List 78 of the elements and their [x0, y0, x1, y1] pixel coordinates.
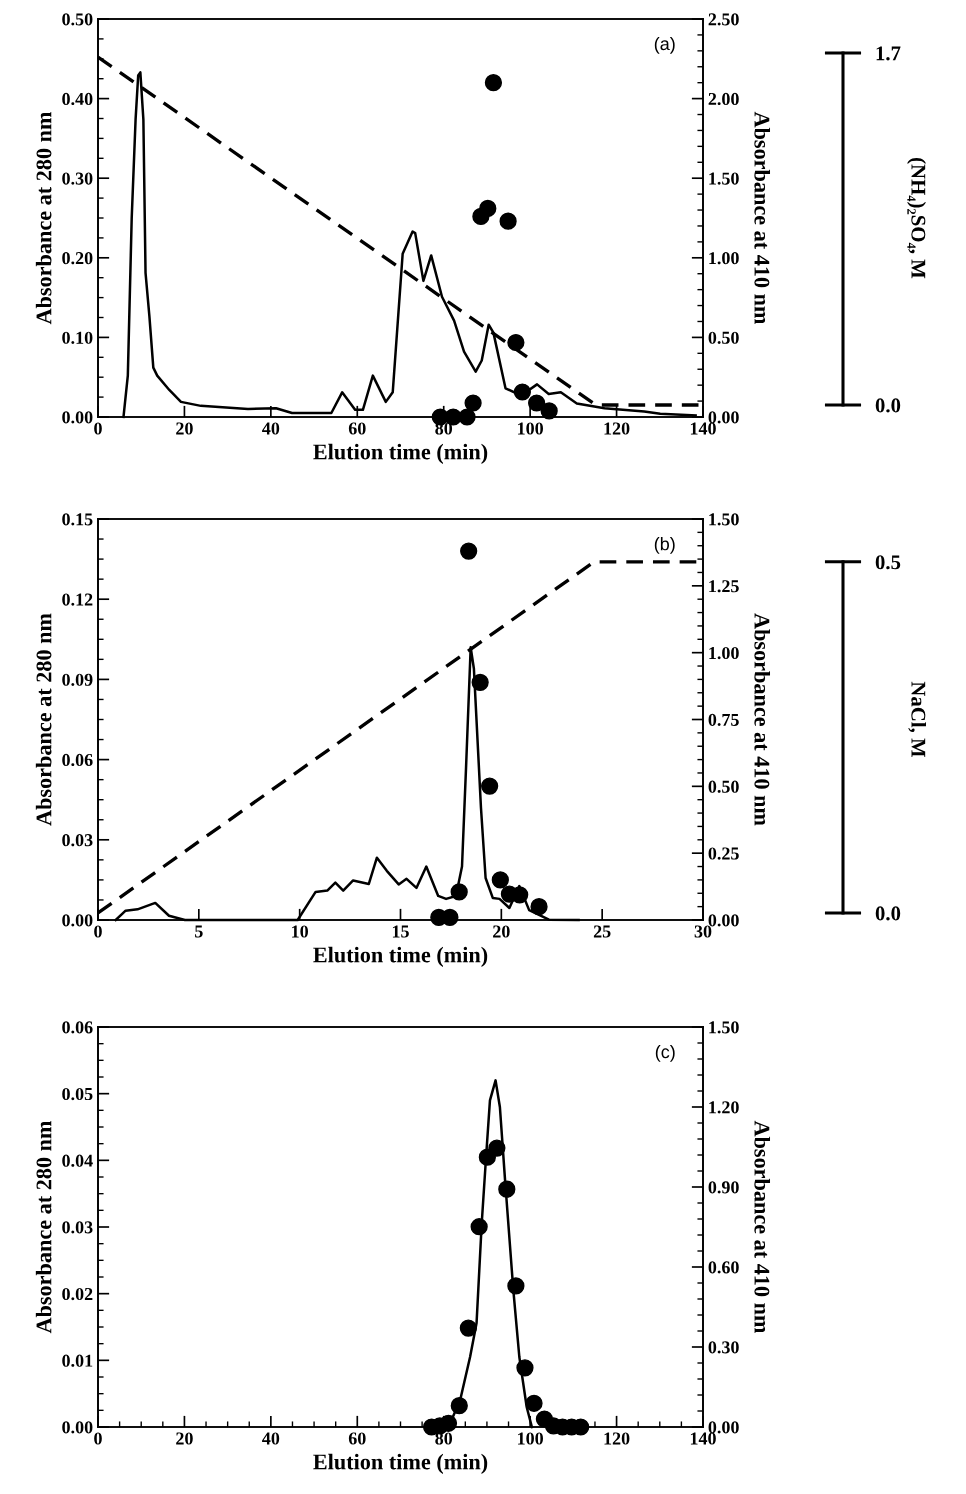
y2-tick-label: 0.00: [708, 1421, 739, 1434]
y-tick-label: 0.00: [62, 411, 93, 424]
y2-tick-label: 0.50: [708, 780, 739, 793]
y2-tick-label: 1.50: [709, 513, 739, 526]
y-tick-label: 0.50: [62, 13, 93, 26]
y-tick-label: 0.15: [62, 513, 93, 526]
x-tick-label: 10: [292, 925, 309, 938]
x-tick-label: 15: [392, 925, 409, 938]
y2-tick-label: 0.30: [708, 1341, 739, 1354]
y3-tick-label: 0.5: [875, 555, 901, 570]
x-tick-label: 20: [493, 925, 510, 938]
y2-tick-label: 0.25: [708, 847, 739, 860]
x-tick-label: 5: [195, 925, 203, 938]
y2-axis-title: Absorbance at 410 nm: [754, 1120, 771, 1334]
x-tick-label: 60: [348, 422, 366, 435]
y2-tick-label: 1.00: [709, 252, 739, 265]
y2-axis-title: Absorbance at 410 nm: [754, 111, 771, 325]
annotation: (b): [654, 537, 675, 554]
y-tick-label: 0.30: [62, 172, 93, 185]
y-tick-label: 0.12: [62, 593, 93, 606]
y-tick-label: 0.00: [62, 1421, 93, 1434]
x-tick-label: 40: [262, 422, 280, 435]
y-axis-title: Absorbance at 280 nm: [35, 613, 52, 826]
x-tick-label: 80: [435, 1432, 453, 1445]
x-axis-title: Elution time (min): [313, 1453, 488, 1474]
y-tick-label: 0.06: [62, 753, 93, 767]
y2-tick-label: 1.00: [709, 646, 739, 660]
y-axis-title: Absorbance at 280 nm: [35, 1120, 52, 1334]
x-tick-label: 0: [94, 422, 102, 435]
x-tick-label: 20: [176, 1432, 193, 1445]
y-tick-label: 0.04: [62, 1154, 93, 1167]
y-tick-label: 0.03: [62, 1221, 93, 1234]
y2-tick-label: 2.00: [708, 92, 739, 106]
y2-tick-label: 1.25: [709, 580, 739, 593]
y2-tick-label: 0.00: [708, 411, 739, 424]
y-tick-label: 0.02: [62, 1287, 93, 1301]
y2-tick-label: 0.50: [708, 331, 739, 344]
y2-tick-label: 0.75: [708, 713, 739, 727]
y-tick-label: 0.10: [62, 331, 93, 344]
y2-tick-label: 2.50: [708, 13, 739, 26]
y3-axis-title: (NH₄)₂SO₄, M: [907, 158, 926, 279]
y2-tick-label: 1.50: [709, 172, 739, 185]
x-tick-label: 20: [176, 422, 193, 435]
y-axis-title: Absorbance at 280 nm: [35, 111, 52, 325]
x-tick-label: 140: [690, 1432, 716, 1445]
x-axis-title: Elution time (min): [313, 946, 488, 967]
x-tick-label: 0: [94, 1432, 102, 1445]
y-tick-label: 0.09: [62, 673, 93, 686]
y2-tick-label: 1.20: [709, 1101, 739, 1114]
y3-tick-label: 1.7: [876, 46, 901, 61]
y-tick-label: 0.01: [62, 1354, 93, 1367]
y-tick-label: 0.00: [62, 914, 93, 927]
y3-axis-title: NaCl, M: [908, 681, 926, 758]
x-tick-label: 120: [604, 1432, 630, 1445]
x-tick-label: 60: [348, 1432, 366, 1445]
x-tick-label: 25: [593, 925, 611, 938]
y2-tick-label: 0.00: [708, 914, 739, 927]
x-tick-label: 120: [604, 422, 630, 435]
y3-tick-label: 0.0: [875, 398, 901, 413]
y2-tick-label: 0.90: [708, 1181, 739, 1194]
x-tick-label: 0: [94, 925, 102, 938]
x-tick-label: 100: [518, 1432, 543, 1445]
x-tick-label: 100: [518, 422, 543, 435]
x-tick-label: 40: [262, 1432, 280, 1445]
y2-tick-label: 1.50: [709, 1021, 739, 1034]
x-tick-label: 140: [690, 422, 716, 435]
y2-tick-label: 0.60: [708, 1261, 739, 1274]
y3-tick-label: 0.0: [875, 906, 901, 921]
y-tick-label: 0.40: [62, 92, 93, 106]
y-tick-label: 0.06: [62, 1021, 93, 1034]
y-tick-label: 0.03: [62, 834, 93, 847]
annotation: (c): [655, 1045, 675, 1062]
annotation: (a): [654, 36, 675, 54]
y-tick-label: 0.05: [62, 1087, 93, 1101]
x-tick-label: 30: [694, 925, 712, 938]
x-axis-title: Elution time (min): [313, 443, 488, 464]
y2-axis-title: Absorbance at 410 nm: [754, 613, 771, 826]
y-tick-label: 0.20: [62, 252, 93, 265]
